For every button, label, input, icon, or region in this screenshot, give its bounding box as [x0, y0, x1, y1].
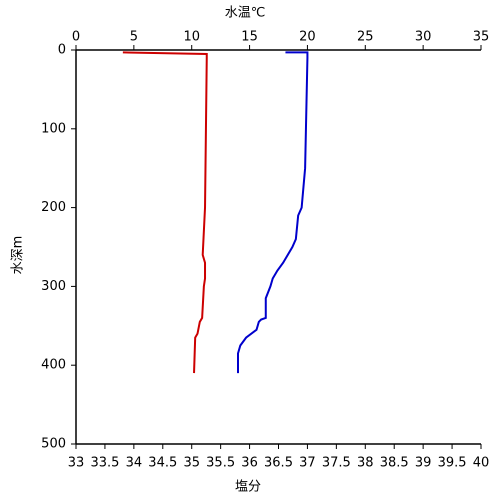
y-axis-label: 水深m: [11, 236, 26, 275]
y-tick-label: 100: [41, 121, 66, 136]
profile-line: [122, 51, 208, 374]
x-tick-label: 34: [126, 456, 143, 471]
x-tick-label: 35: [183, 456, 200, 471]
x2-tick-label: 20: [299, 30, 316, 45]
x2-tick-label: 10: [183, 30, 200, 45]
y-tick-label: 300: [41, 279, 66, 294]
y-tick-label: 200: [41, 200, 66, 215]
y-tick-label: 500: [41, 437, 66, 452]
x-tick-label: 34.5: [148, 456, 177, 471]
x2-tick-label: 5: [130, 30, 138, 45]
x-tick-label: 39.5: [438, 456, 467, 471]
x-tick-label: 36.5: [264, 456, 293, 471]
x2-tick-label: 25: [357, 30, 374, 45]
x-tick-label: 33.5: [90, 456, 119, 471]
x-tick-label: 37.5: [322, 456, 351, 471]
x-axis-label: 塩分: [235, 480, 261, 495]
x2-axis-label: 水温℃: [225, 6, 266, 21]
x-tick-label: 37: [299, 456, 316, 471]
x2-tick-label: 15: [241, 30, 258, 45]
x-tick-label: 39: [415, 456, 432, 471]
y-tick-label: 400: [41, 358, 66, 373]
y-tick-label: 0: [58, 43, 66, 58]
x-tick-label: 36: [241, 456, 258, 471]
x-tick-label: 38: [357, 456, 374, 471]
x-tick-label: 33: [68, 456, 85, 471]
x-tick-label: 38.5: [380, 456, 409, 471]
x2-tick-label: 35: [473, 30, 490, 45]
x-tick-label: 40: [473, 456, 490, 471]
x-tick-label: 35.5: [206, 456, 235, 471]
x2-tick-label: 0: [72, 30, 80, 45]
profile-line: [237, 51, 309, 374]
x2-tick-label: 30: [415, 30, 432, 45]
